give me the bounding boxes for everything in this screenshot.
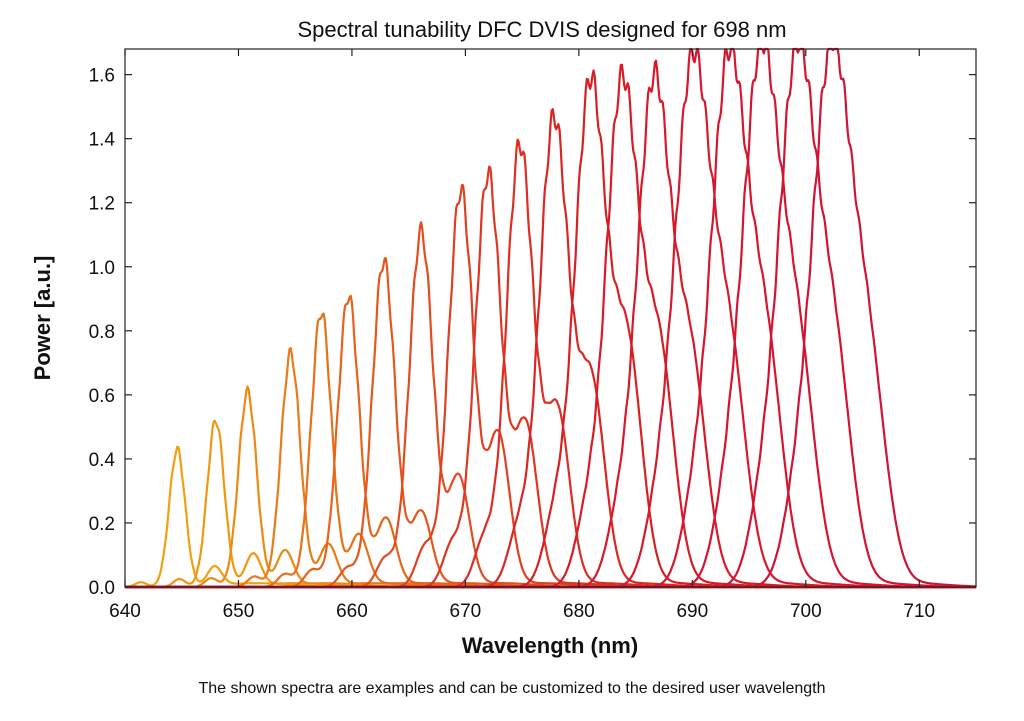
y-axis-label: Power [a.u.] — [30, 256, 55, 381]
y-tick-label: 1.2 — [89, 194, 115, 215]
x-tick-label: 710 — [903, 601, 935, 622]
spectrum-line — [125, 294, 976, 589]
spectrum-line — [125, 312, 976, 589]
x-tick-label: 700 — [790, 601, 822, 622]
plot-frame — [124, 48, 977, 588]
x-tick-label: 650 — [223, 601, 255, 622]
spectrum-line — [125, 138, 976, 589]
y-tick-label: 0.6 — [89, 386, 115, 407]
axis-ticks-group: 640 650 660 670 680 690 700 710 0.0 0.2 0.4 0.6 0.8 1… — [89, 49, 976, 622]
spectrum-line — [125, 221, 976, 589]
y-tick-label: 1.0 — [89, 258, 115, 279]
y-tick-label: 0.8 — [89, 322, 115, 343]
x-axis-label: Wavelength (nm) — [462, 633, 638, 658]
y-tick-label: 0.0 — [89, 578, 115, 599]
spectrum-line — [125, 184, 976, 589]
y-tick-label: 0.4 — [89, 450, 116, 471]
spectrum-line — [125, 419, 976, 589]
x-tick-label: 690 — [676, 601, 708, 622]
chart-title: Spectral tunability DFC DVIS designed fo… — [297, 17, 786, 42]
spectrum-line — [125, 165, 976, 589]
spectra-series-group — [125, 47, 976, 589]
caption-note: The shown spectra are examples and can b… — [198, 680, 826, 697]
x-tick-label: 680 — [563, 601, 595, 622]
spectrum-chart: Spectral tunability DFC DVIS designed fo… — [30, 17, 977, 658]
x-tick-label: 670 — [450, 601, 482, 622]
spectrum-line — [125, 69, 976, 589]
spectrum-line — [125, 346, 976, 589]
x-tick-label: 640 — [109, 601, 141, 622]
y-tick-label: 1.4 — [89, 130, 116, 151]
x-tick-label: 660 — [336, 601, 368, 622]
y-tick-label: 1.6 — [89, 66, 115, 87]
y-tick-label: 0.2 — [89, 514, 115, 535]
